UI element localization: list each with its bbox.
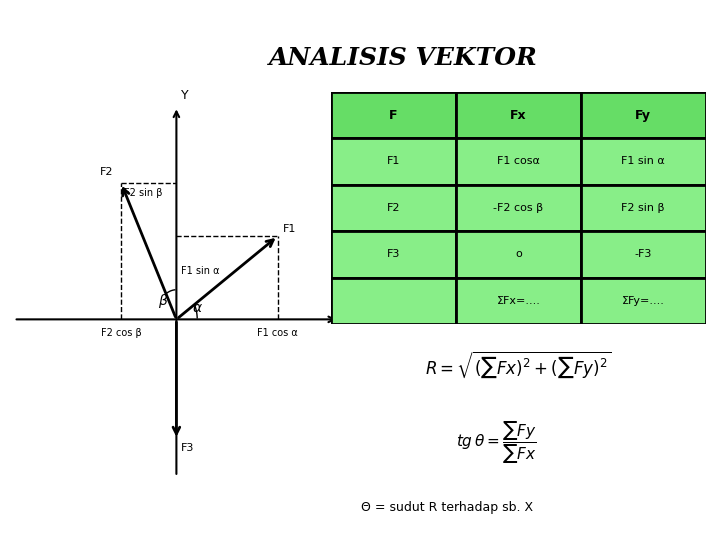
Text: α: α [193, 301, 202, 315]
Bar [331, 231, 456, 278]
Text: F2 sin β: F2 sin β [125, 188, 163, 198]
Text: ΣFy=....: ΣFy=.... [622, 296, 665, 306]
Bar [331, 185, 456, 231]
Text: F1 cos α: F1 cos α [258, 328, 298, 338]
Text: ΣFx=....: ΣFx=.... [497, 296, 540, 306]
Bar [456, 185, 581, 231]
Text: $R = \sqrt{(\sum Fx)^2 + (\sum Fy)^2}$: $R = \sqrt{(\sum Fx)^2 + (\sum Fy)^2}$ [426, 349, 611, 380]
Text: F2: F2 [100, 167, 113, 177]
Text: F1: F1 [387, 157, 400, 166]
Bar [456, 231, 581, 278]
Text: Fy: Fy [635, 109, 651, 122]
Bar [581, 92, 706, 138]
Text: -F2 cos β: -F2 cos β [493, 203, 544, 213]
Bar [331, 92, 456, 138]
Text: $tg\,\theta = \dfrac{\sum Fy}{\sum Fx}$: $tg\,\theta = \dfrac{\sum Fy}{\sum Fx}$ [456, 420, 537, 466]
Text: F3: F3 [181, 443, 194, 453]
Text: F1 sin α: F1 sin α [181, 266, 220, 275]
Text: Fx: Fx [510, 109, 527, 122]
Text: X: X [342, 313, 351, 326]
Text: F2: F2 [387, 203, 400, 213]
Bar [581, 278, 706, 324]
Text: F1 sin α: F1 sin α [621, 157, 665, 166]
Text: Θ = sudut R terhadap sb. X: Θ = sudut R terhadap sb. X [361, 501, 534, 514]
Text: F3: F3 [387, 249, 400, 259]
Text: F: F [390, 109, 398, 122]
Bar [581, 231, 706, 278]
Text: β: β [158, 294, 167, 308]
Text: F2 sin β: F2 sin β [621, 203, 665, 213]
Text: o: o [515, 249, 522, 259]
Bar [331, 138, 456, 185]
Text: F1 cosα: F1 cosα [497, 157, 540, 166]
Bar [581, 138, 706, 185]
Bar [331, 278, 456, 324]
Bar [456, 92, 581, 138]
Text: F2 cos β: F2 cos β [101, 328, 141, 338]
Bar [581, 185, 706, 231]
Text: -F3: -F3 [634, 249, 652, 259]
Text: F1: F1 [283, 224, 297, 234]
Text: ANALISIS VEKTOR: ANALISIS VEKTOR [269, 46, 538, 70]
Bar [456, 278, 581, 324]
Text: Y: Y [181, 89, 189, 102]
Bar [456, 138, 581, 185]
